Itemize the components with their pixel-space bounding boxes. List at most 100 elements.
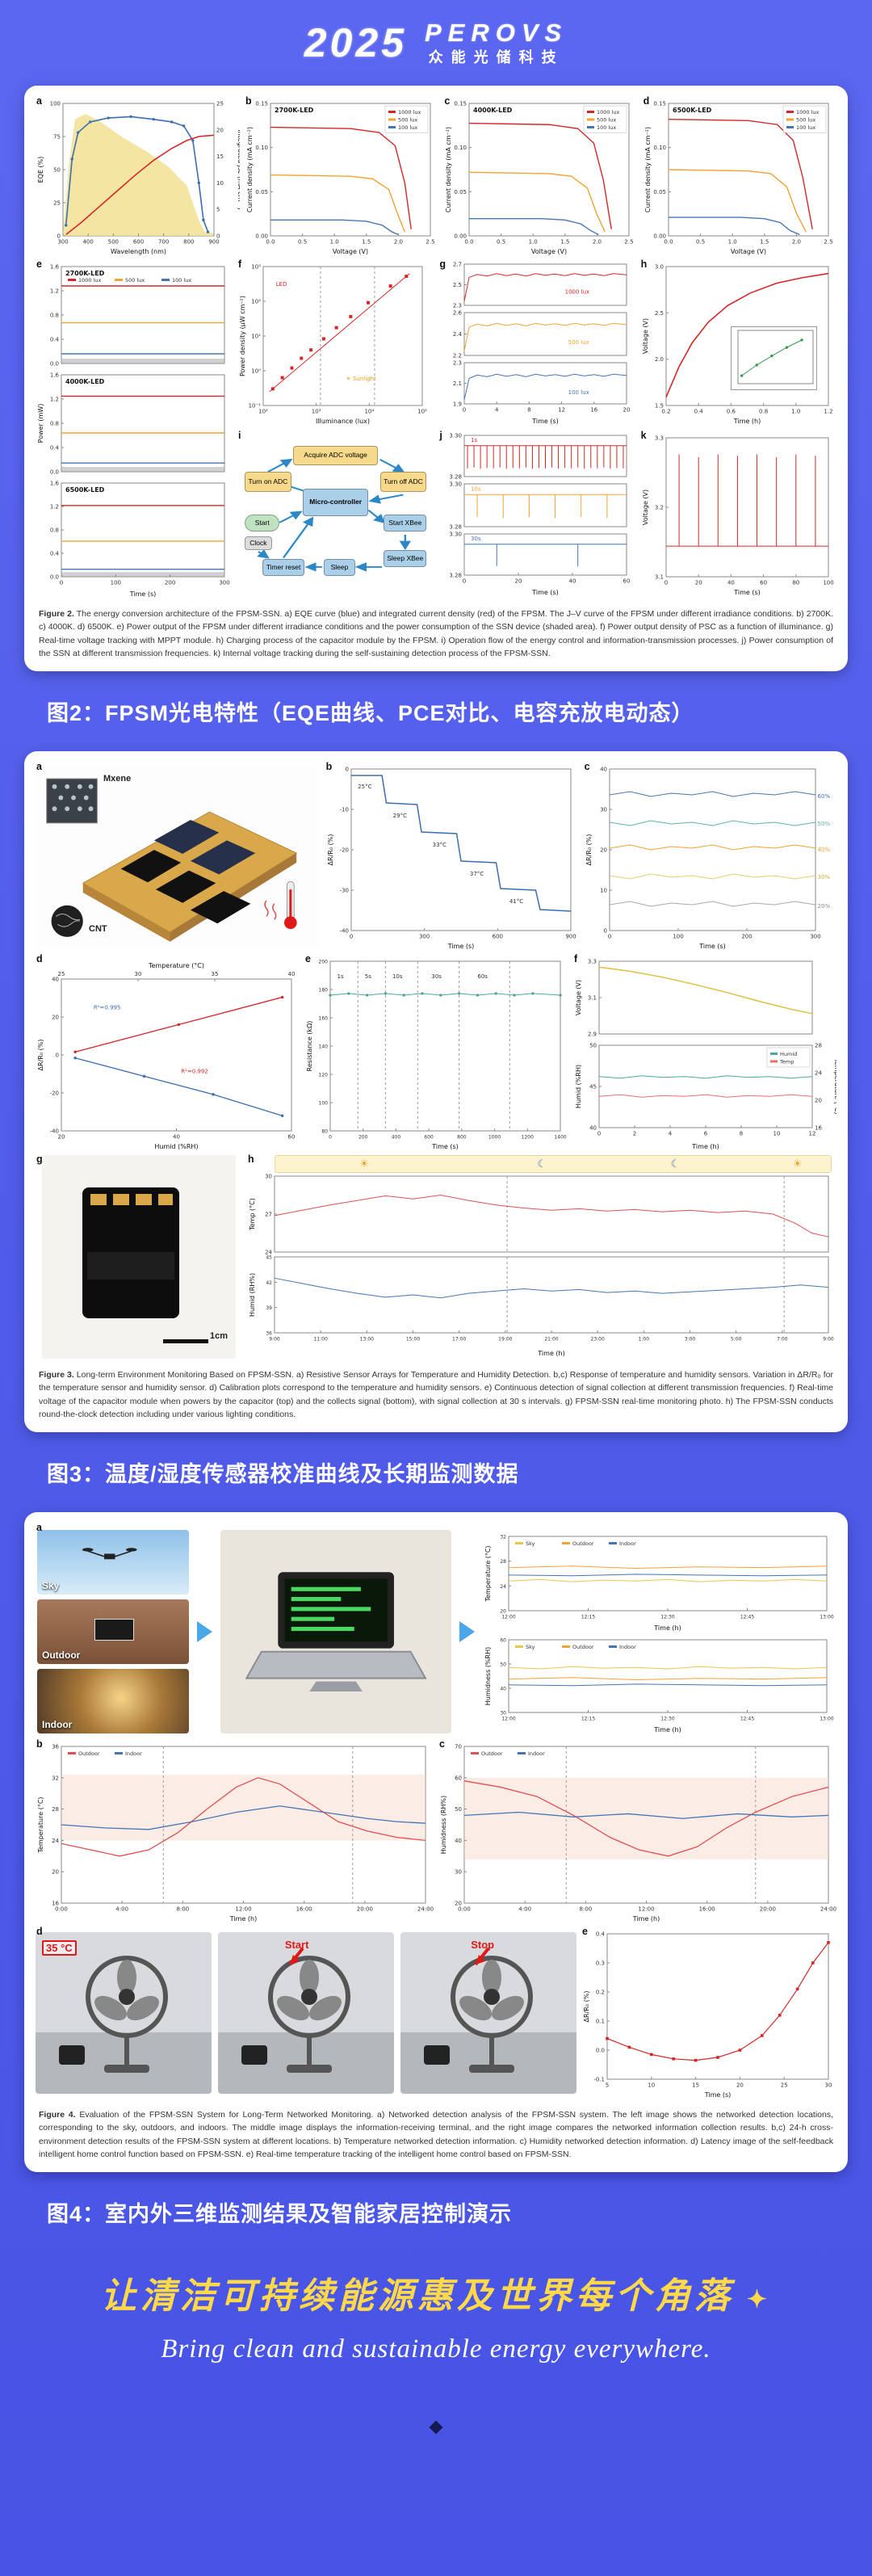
svg-text:Time (h): Time (h) — [732, 418, 760, 425]
svg-text:40: 40 — [600, 767, 607, 773]
flow-step-microcontroller: Micro-controller — [302, 489, 369, 517]
flow-step-timer-reset: Timer reset — [262, 559, 305, 577]
svg-text:1.2: 1.2 — [50, 288, 59, 295]
chart-fig4-e: 5 10 15 20 25 30 -0.1 0.0 0.1 0.2 0.3 0.4 Time (s) ΔR… — [581, 1927, 836, 2099]
svg-text:30: 30 — [135, 971, 142, 977]
figure4-caption-label: Figure 4. — [39, 2110, 76, 2120]
svg-text:1.5: 1.5 — [362, 239, 371, 246]
svg-text:1.5: 1.5 — [760, 239, 769, 246]
svg-text:300: 300 — [810, 934, 820, 940]
svg-text:500 lux: 500 lux — [597, 117, 616, 124]
svg-text:28: 28 — [52, 1806, 59, 1813]
svg-text:Time (s): Time (s) — [431, 1143, 459, 1150]
svg-text:10: 10 — [648, 2082, 655, 2089]
svg-text:5: 5 — [606, 2082, 609, 2089]
svg-text:Humidness (%RH): Humidness (%RH) — [484, 1647, 492, 1705]
svg-text:8:00: 8:00 — [176, 1906, 189, 1913]
svg-text:Time (s): Time (s) — [532, 418, 560, 425]
svg-text:12:30: 12:30 — [660, 1615, 674, 1620]
svg-text:Current density (mA cm⁻²): Current density (mA cm⁻²) — [644, 127, 652, 212]
svg-text:Humid (%RH): Humid (%RH) — [575, 1065, 582, 1108]
svg-text:10⁴: 10⁴ — [364, 409, 374, 415]
laptop-icon — [245, 1572, 427, 1692]
cnt-label: CNT — [89, 924, 107, 935]
panel-fig2-j: j 3.28 3.30 1s 3.28 3.30 10s 0 20 40 60 3.28 3.30… — [438, 430, 635, 598]
svg-text:0.05: 0.05 — [455, 189, 467, 195]
scale-bar-label: 1cm — [209, 1331, 228, 1342]
svg-text:Sky: Sky — [526, 1540, 535, 1547]
day-night-icon: ☾ — [537, 1158, 547, 1170]
svg-text:0.0: 0.0 — [664, 239, 673, 246]
panel-letter: e — [305, 953, 311, 965]
svg-text:36: 36 — [52, 1744, 59, 1750]
svg-text:24: 24 — [265, 1250, 272, 1256]
svg-text:12:00: 12:00 — [638, 1906, 654, 1913]
svg-text:20: 20 — [600, 847, 607, 854]
svg-text:9:00: 9:00 — [269, 1337, 280, 1343]
panel-fig3-e: e 0 200 400 600 800 1000 1200 1400 80 100 120 140 16… — [304, 953, 568, 1151]
svg-text:2700K-LED: 2700K-LED — [275, 107, 314, 114]
svg-text:Temperature (°C): Temperature (°C) — [484, 1546, 492, 1603]
chart-fig3-b: 0 300 600 900 -40 -30 -20 -10 0 Time (s) ΔR/R₀ (%)… — [325, 763, 579, 951]
svg-text:40: 40 — [589, 1125, 597, 1132]
svg-text:40%: 40% — [817, 847, 830, 853]
start-tag: Start — [284, 1939, 309, 1952]
svg-text:0: 0 — [329, 1135, 332, 1141]
svg-text:1.5: 1.5 — [655, 403, 664, 410]
chart-fig2-j1: 3.28 3.30 1s — [438, 431, 635, 481]
svg-text:Outdoor: Outdoor — [78, 1750, 100, 1757]
panel-fig3-g: g 1cm — [36, 1154, 242, 1359]
svg-text:0.8: 0.8 — [759, 409, 768, 415]
svg-text:LED: LED — [276, 281, 287, 288]
svg-text:0: 0 — [664, 580, 667, 586]
arrow-right-icon — [459, 1621, 475, 1643]
svg-text:10⁵: 10⁵ — [417, 409, 427, 415]
svg-text:100 lux: 100 lux — [172, 277, 191, 284]
figure4-caption-text: Evaluation of the FPSM-SSN System for Lo… — [39, 2110, 834, 2159]
svg-text:ΔR/R₀ (%): ΔR/R₀ (%) — [37, 1040, 44, 1071]
svg-text:10²: 10² — [258, 409, 268, 415]
svg-text:11:00: 11:00 — [314, 1337, 328, 1343]
svg-text:25°C: 25°C — [358, 784, 371, 790]
svg-text:33°C: 33°C — [432, 842, 446, 848]
svg-text:500 lux: 500 lux — [125, 277, 145, 284]
svg-text:7:00: 7:00 — [777, 1337, 788, 1343]
svg-text:2700K-LED: 2700K-LED — [65, 270, 105, 277]
svg-text:0.0: 0.0 — [465, 239, 474, 246]
svg-text:-0.1: -0.1 — [593, 2077, 605, 2083]
svg-text:Time (h): Time (h) — [691, 1143, 719, 1150]
svg-text:1s: 1s — [471, 437, 477, 443]
sky-photo: Sky — [37, 1530, 189, 1595]
svg-text:21:00: 21:00 — [544, 1337, 558, 1343]
footer-slogan: 让清洁可持续能源惠及世界每个角落 ✦ Bring clean and susta… — [0, 2267, 872, 2364]
svg-text:0.5: 0.5 — [298, 239, 307, 246]
svg-text:0.4: 0.4 — [694, 409, 703, 415]
svg-text:0: 0 — [60, 580, 63, 586]
sensor-array-illustration: Mxene CNT — [36, 763, 321, 950]
panel-fig4-e: e 5 10 15 20 25 30 -0.1 0.0 0.1 0.2 0.3 0.4 Time (s)… — [581, 1926, 836, 2099]
svg-text:16: 16 — [815, 1125, 822, 1132]
svg-text:300: 300 — [219, 580, 229, 586]
svg-text:0: 0 — [349, 934, 352, 940]
svg-text:500 lux: 500 lux — [568, 339, 589, 346]
figure2-caption-text: The energy conversion architecture of th… — [39, 609, 833, 658]
latency-photo-1: 35 °C — [36, 1932, 212, 2095]
chart-fig4-b: 0:00 4:00 8:00 12:00 16:00 20:00 24:00 16 20 24 28… — [36, 1740, 434, 1923]
figure3-card: a — [24, 751, 848, 1433]
flow-step-turn-off-adc: Turn off ADC — [379, 472, 427, 492]
svg-text:0.0: 0.0 — [50, 469, 59, 476]
chart-fig3-e: 0 200 400 600 800 1000 1200 1400 80 100 120 140 160 1… — [304, 955, 568, 1151]
svg-text:R²=0.992: R²=0.992 — [181, 1069, 208, 1075]
svg-text:0.00: 0.00 — [455, 233, 467, 240]
panel-letter: g — [36, 1154, 43, 1166]
panel-fig3-h: h ☀ ☾ ☾ ☀ 24 27 30 Temp (°C) 9:00 11:00 13:00 15:… — [247, 1154, 836, 1359]
svg-text:4000K-LED: 4000K-LED — [473, 107, 513, 114]
logo-year: 2025 — [304, 20, 407, 65]
figure2-card: a 300 400 500 600 700 800 900 0 25 50 75 100 0 5 10 15 2… — [24, 86, 848, 672]
figure4-caption: Figure 4. Evaluation of the FPSM-SSN Sys… — [39, 2108, 833, 2161]
svg-text:0.10: 0.10 — [255, 145, 268, 151]
svg-text:0.1: 0.1 — [596, 2019, 605, 2025]
svg-text:3.0: 3.0 — [655, 264, 664, 271]
flow-step-sleep-xbee: Sleep XBee — [384, 550, 427, 567]
svg-text:600: 600 — [424, 1135, 434, 1141]
